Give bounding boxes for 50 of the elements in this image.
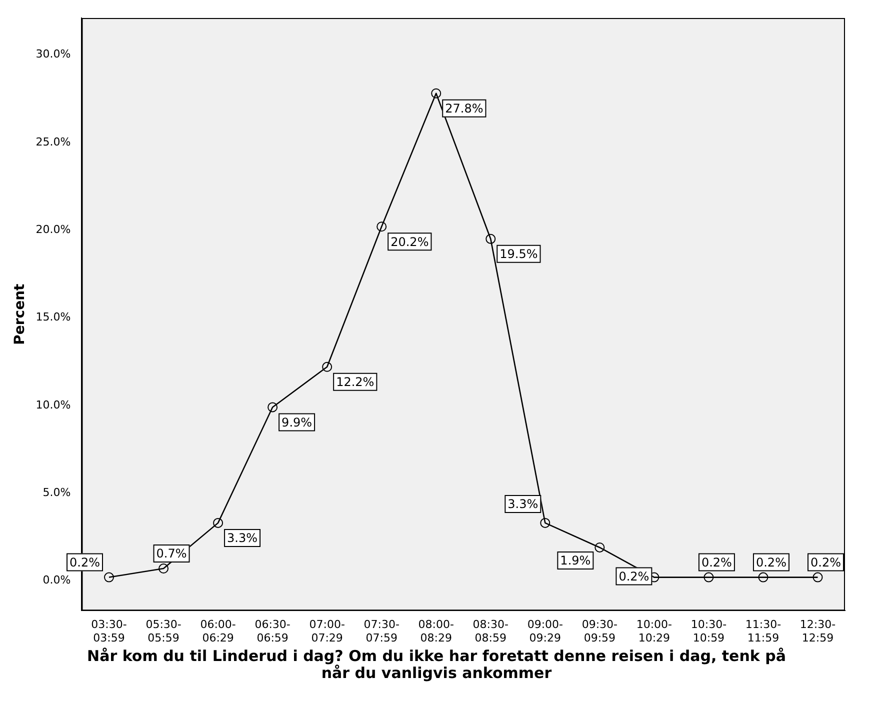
data-label: 3.3% (227, 531, 258, 546)
data-label: 3.3% (508, 497, 538, 512)
y-tick-label: 5.0% (42, 486, 71, 499)
y-tick-label: 0.0% (42, 574, 71, 587)
x-tick-label: 06:30-06:59 (254, 618, 290, 644)
point (540, 518, 550, 528)
point (268, 402, 278, 412)
point (758, 572, 768, 582)
point (704, 572, 714, 582)
data-label: 1.9% (560, 554, 591, 568)
y-axis-title: Percent (12, 283, 28, 345)
y-tick-label: 15.0% (36, 310, 71, 324)
x-tick-label: 07:30-07:59 (364, 618, 400, 644)
y-tick-label: 25.0% (36, 135, 71, 148)
x-axis-title: Når kom du til Linderud i dag? Om du ikke har foretatt denne reisen i dag, tenk på når du vanligvis ankommer (86, 647, 787, 682)
data-label: 12.2% (336, 375, 374, 390)
point (812, 572, 823, 582)
data-label: 19.5% (500, 247, 538, 262)
point (213, 518, 224, 528)
point (431, 88, 442, 98)
x-tick-label: 09:00-09:29 (527, 618, 564, 644)
data-label: 0.7% (156, 546, 187, 561)
data-label: 0.2% (618, 569, 650, 584)
point (594, 542, 605, 552)
y-tick-label: 20.0% (36, 223, 71, 236)
y-tick-label: 30.0% (36, 48, 71, 61)
y-tick-label: 10.0% (36, 398, 71, 412)
data-label: 0.2% (810, 555, 841, 570)
x-tick-label: 07:00-07:29 (309, 618, 345, 644)
point (322, 362, 332, 372)
data-label: 20.2% (390, 234, 429, 249)
data-label: 0.2% (70, 555, 100, 570)
data-label: 27.8% (445, 102, 484, 116)
x-tick-label: 10:00-10:29 (636, 618, 672, 644)
x-tick-label: 11:30-11:59 (745, 618, 782, 644)
x-tick-label: 05:30-05:59 (146, 618, 182, 644)
x-tick-label: 10:30-10:59 (690, 618, 727, 644)
data-label: 0.2% (756, 555, 786, 570)
data-label: 9.9% (282, 415, 312, 430)
point (486, 234, 496, 244)
x-tick-label: 12:30-12:59 (800, 618, 836, 644)
point (104, 572, 114, 582)
x-tick-label: 03:30-03:59 (91, 618, 127, 644)
x-tick-label: 09:30-09:59 (582, 618, 618, 644)
point (158, 564, 169, 574)
data-label: 0.2% (701, 555, 732, 570)
x-tick-label: 06:00-06:29 (200, 618, 236, 644)
point (376, 222, 387, 232)
x-tick-label: 08:00-08:29 (418, 618, 454, 644)
x-tick-label: 08:30-08:59 (472, 618, 508, 644)
